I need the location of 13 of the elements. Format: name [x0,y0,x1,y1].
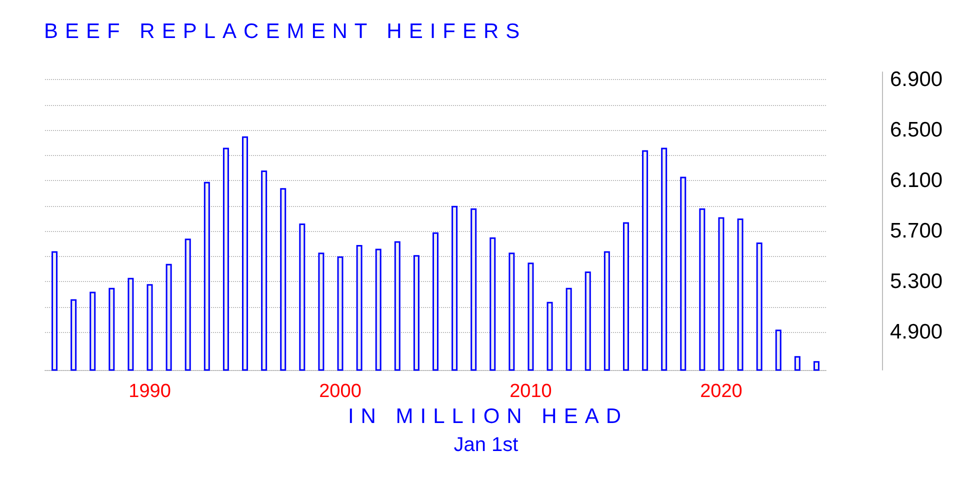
chart-title: BEEF REPLACEMENT HEIFERS [44,20,527,44]
y-tick-label: 5.300 [890,270,943,294]
y-tick-label: 6.500 [890,118,943,142]
y-tick-label: 4.900 [890,320,943,344]
x-tick-label: 2020 [700,381,742,402]
x-axis-title: IN MILLION HEAD [346,405,630,429]
text: Jan 1st [452,434,520,457]
x-tick-label: 1990 [128,381,171,402]
y-tick-label: 6.100 [890,169,943,192]
y-tick-label: 6.900 [890,68,943,92]
x-tick-label: 2000 [319,381,362,402]
y-tick-label: 5.700 [890,220,943,243]
x-tick-label: 2010 [510,381,552,402]
